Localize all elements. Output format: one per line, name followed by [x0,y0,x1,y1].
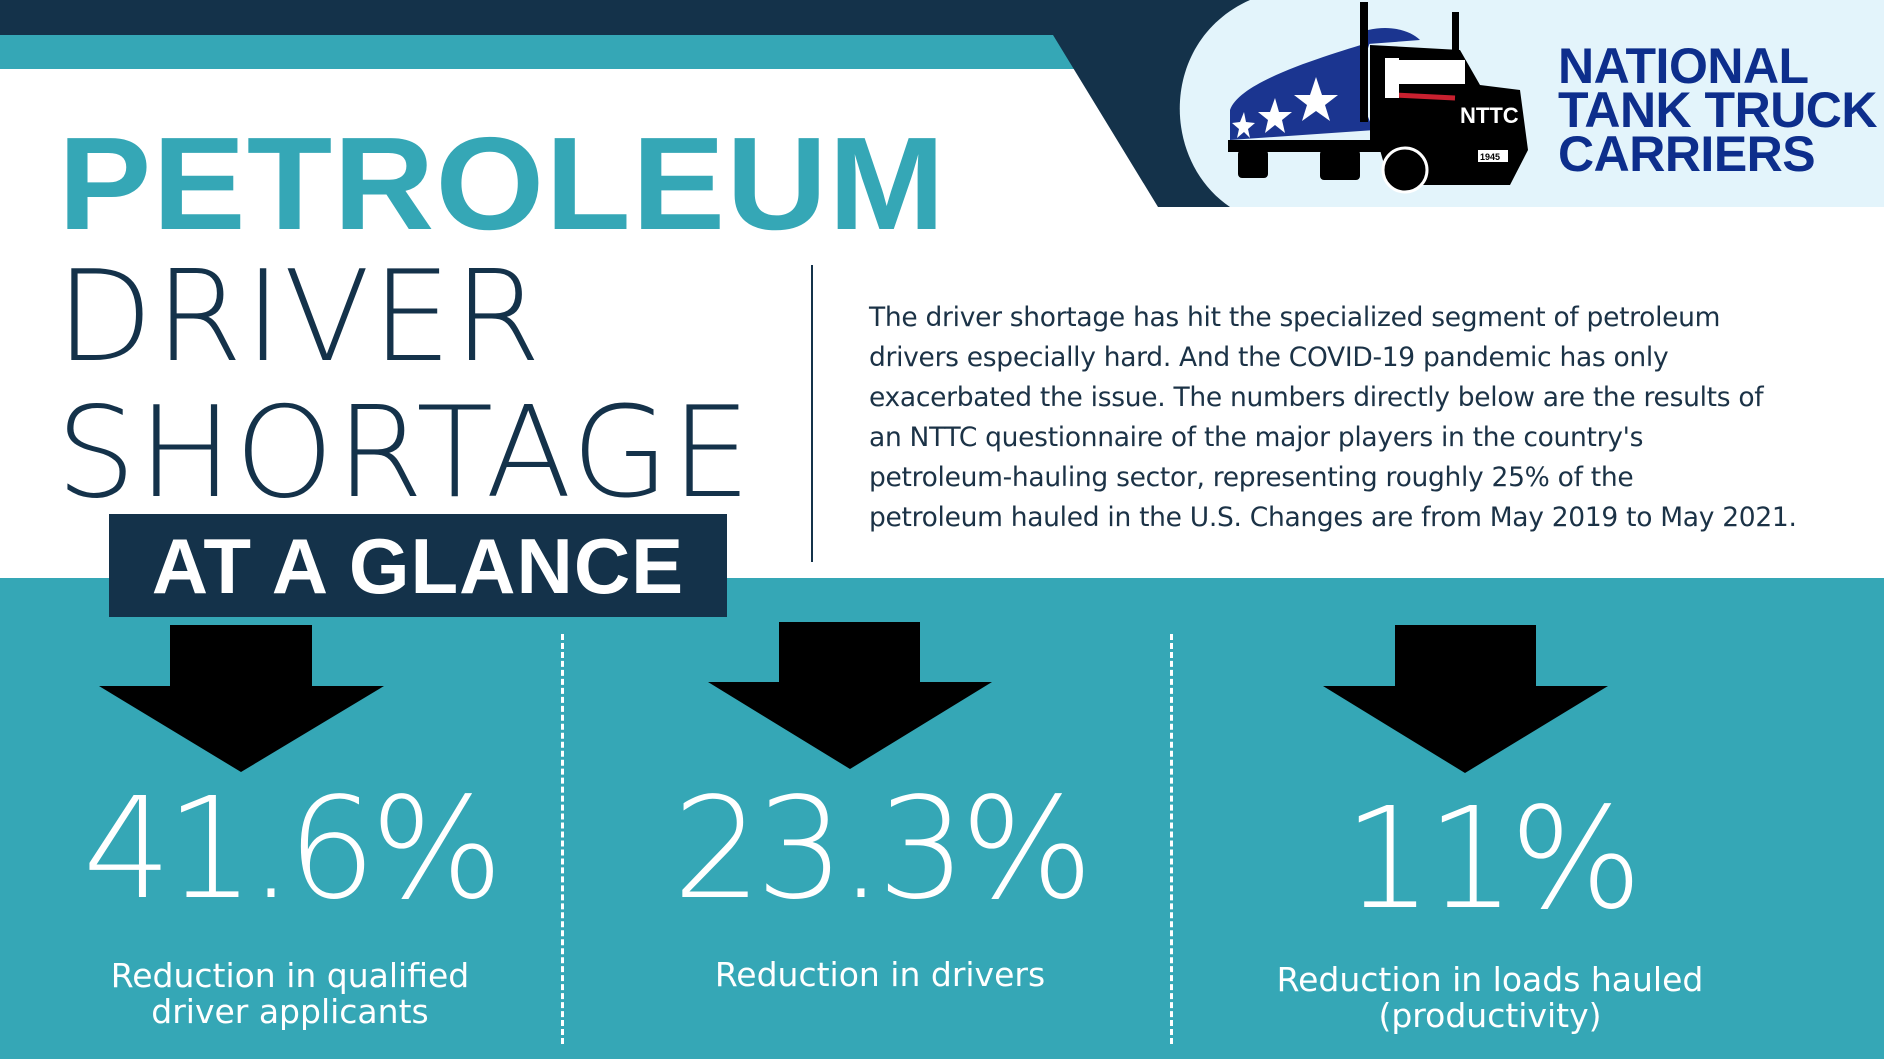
intro-line: petroleum hauled in the U.S. Changes are… [869,502,1797,533]
at-a-glance-badge: AT A GLANCE [109,514,727,617]
stat-label-drivers: Reduction in drivers [630,957,1130,993]
intro-line: drivers especially hard. And the COVID-1… [869,342,1669,373]
stat-label-line: Reduction in loads hauled [1276,960,1704,999]
stat-value-applicants: 41.6% [82,768,504,931]
logo-line-2: TANK TRUCK [1558,82,1878,138]
stats-section [0,578,1884,1059]
intro-line: The driver shortage has hit the speciali… [869,302,1721,333]
intro-line: exacerbated the issue. The numbers direc… [869,382,1764,413]
stat-label-line: driver applicants [151,992,429,1031]
tank-truck-icon: NTTC 1945 [1228,2,1528,194]
title-driver: DRIVER [56,243,544,390]
svg-text:NTTC: NTTC [1460,103,1519,128]
intro-line: an NTTC questionnaire of the major playe… [869,422,1644,453]
stat-label-line: (productivity) [1378,996,1602,1035]
down-arrow-icon [708,622,992,769]
down-arrow-icon [1323,625,1608,773]
svg-text:1945: 1945 [1480,152,1500,162]
intro-line: petroleum-hauling sector, representing r… [869,462,1634,493]
nttc-logo-wordmark: NATIONAL TANK TRUCK CARRIERS [1558,38,1878,182]
dashed-divider [561,634,564,1044]
stat-label-line: Reduction in drivers [714,955,1046,994]
dashed-divider [1170,634,1173,1044]
stat-label-loads: Reduction in loads hauled (productivity) [1240,962,1740,1034]
stat-label-applicants: Reduction in qualified driver applicants [40,958,540,1030]
down-arrow-icon [99,625,384,772]
at-a-glance-text: AT A GLANCE [151,521,685,610]
logo-line-1: NATIONAL [1558,38,1809,94]
intro-paragraph: The driver shortage has hit the speciali… [869,298,1869,538]
title-shortage: SHORTAGE [56,379,753,526]
stat-value-drivers: 23.3% [672,768,1094,931]
vertical-divider [811,265,813,562]
logo-line-3: CARRIERS [1558,126,1816,182]
stat-value-loads: 11% [1343,778,1642,941]
stat-label-line: Reduction in qualified [110,956,470,995]
title-petroleum: PETROLEUM [58,110,946,257]
